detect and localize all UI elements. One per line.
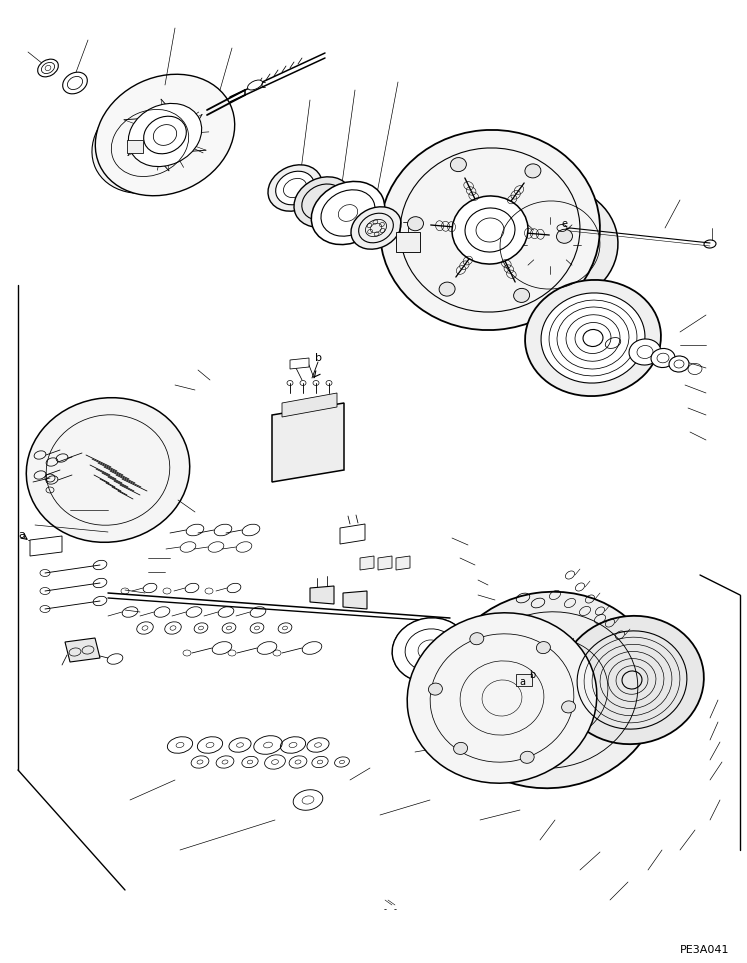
Text: -: - bbox=[383, 905, 386, 915]
Ellipse shape bbox=[380, 130, 600, 330]
Polygon shape bbox=[340, 524, 365, 544]
Ellipse shape bbox=[525, 164, 541, 178]
Polygon shape bbox=[378, 556, 392, 570]
Ellipse shape bbox=[311, 181, 385, 245]
Polygon shape bbox=[343, 591, 367, 609]
Text: a: a bbox=[519, 677, 525, 687]
Ellipse shape bbox=[514, 288, 530, 302]
Polygon shape bbox=[272, 403, 344, 482]
Ellipse shape bbox=[536, 641, 551, 654]
Ellipse shape bbox=[408, 217, 424, 231]
Text: b: b bbox=[529, 670, 535, 680]
Ellipse shape bbox=[143, 117, 186, 154]
Text: e: e bbox=[562, 219, 568, 229]
Polygon shape bbox=[360, 556, 374, 570]
Ellipse shape bbox=[520, 751, 534, 764]
Ellipse shape bbox=[440, 591, 660, 789]
Text: a: a bbox=[19, 530, 25, 540]
Polygon shape bbox=[65, 638, 100, 662]
Ellipse shape bbox=[294, 177, 352, 227]
Ellipse shape bbox=[63, 72, 87, 93]
Ellipse shape bbox=[429, 683, 442, 695]
Ellipse shape bbox=[92, 92, 208, 194]
Ellipse shape bbox=[247, 80, 262, 90]
Ellipse shape bbox=[453, 742, 468, 754]
Ellipse shape bbox=[26, 398, 190, 542]
Ellipse shape bbox=[96, 74, 235, 195]
Ellipse shape bbox=[669, 356, 689, 372]
Ellipse shape bbox=[351, 207, 401, 249]
Text: c: c bbox=[260, 80, 266, 90]
Polygon shape bbox=[290, 358, 309, 369]
Ellipse shape bbox=[557, 229, 572, 244]
Ellipse shape bbox=[450, 158, 466, 171]
Ellipse shape bbox=[37, 59, 58, 77]
Ellipse shape bbox=[392, 618, 468, 682]
Ellipse shape bbox=[651, 349, 675, 368]
Ellipse shape bbox=[470, 633, 484, 644]
Polygon shape bbox=[310, 586, 334, 604]
Ellipse shape bbox=[562, 701, 576, 713]
Ellipse shape bbox=[268, 165, 322, 211]
Polygon shape bbox=[30, 536, 62, 556]
Ellipse shape bbox=[452, 195, 528, 264]
Polygon shape bbox=[127, 140, 143, 153]
Ellipse shape bbox=[541, 293, 645, 383]
Ellipse shape bbox=[629, 339, 661, 365]
Polygon shape bbox=[396, 232, 420, 252]
Ellipse shape bbox=[482, 185, 618, 305]
Ellipse shape bbox=[407, 612, 597, 783]
Ellipse shape bbox=[276, 171, 314, 205]
Text: -: - bbox=[394, 905, 397, 915]
Polygon shape bbox=[516, 674, 532, 686]
Ellipse shape bbox=[128, 103, 202, 167]
Text: PE3A041: PE3A041 bbox=[680, 945, 730, 955]
Ellipse shape bbox=[153, 124, 177, 145]
Text: b: b bbox=[314, 353, 321, 363]
Ellipse shape bbox=[439, 282, 455, 296]
Ellipse shape bbox=[560, 615, 704, 744]
Polygon shape bbox=[282, 393, 337, 417]
Ellipse shape bbox=[432, 628, 492, 680]
Polygon shape bbox=[396, 556, 410, 570]
Ellipse shape bbox=[525, 280, 661, 396]
